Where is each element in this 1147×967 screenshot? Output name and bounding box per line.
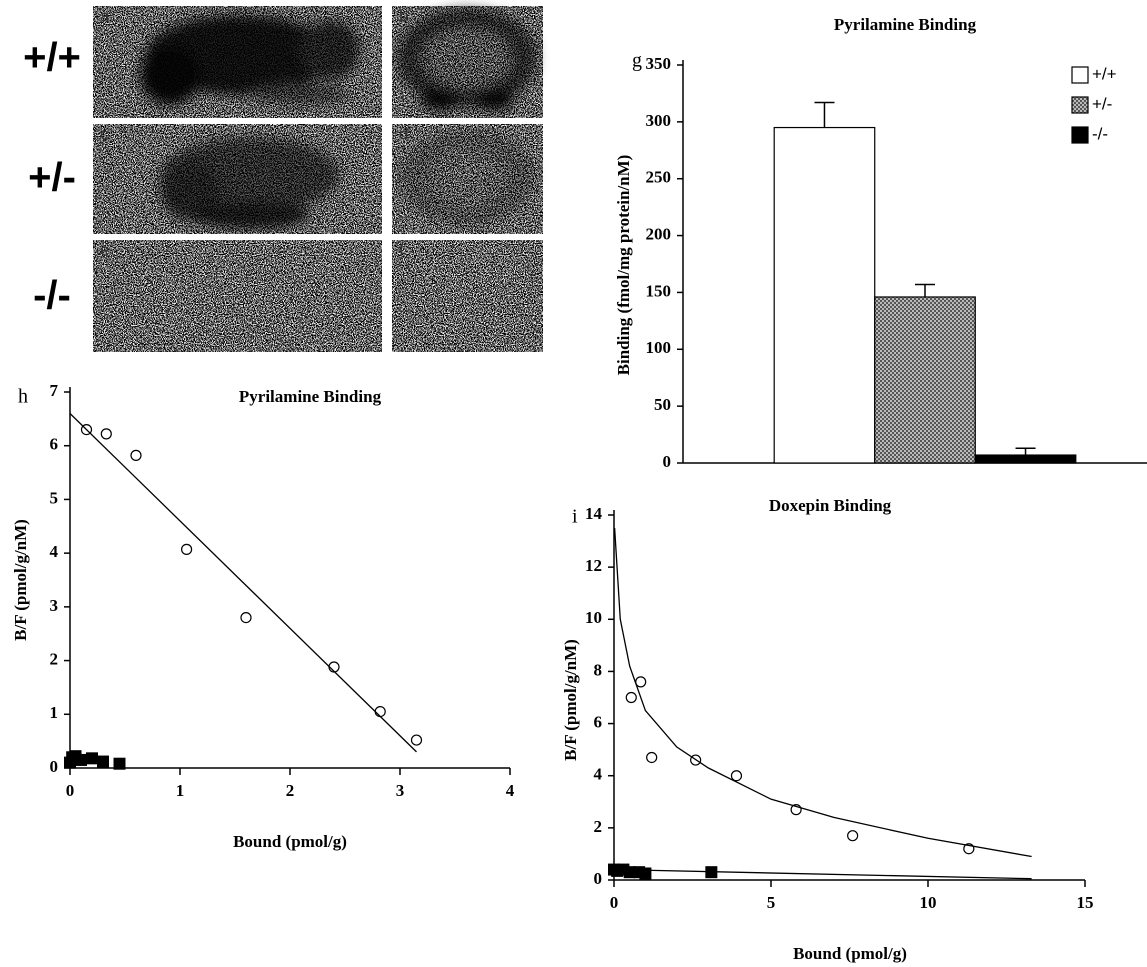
point [625,691,637,704]
y-axis-label: B/F (pmol/g/nM) [11,519,30,641]
panel-label: d [399,124,408,143]
point [847,830,859,842]
x-tick-label: 15 [1077,893,1094,912]
point [97,755,109,768]
x-tick-label: 0 [66,781,75,800]
point [75,753,87,766]
y-axis-label: B/F (pmol/g/nM) [561,639,580,761]
y-tick-label: 3 [50,596,59,615]
y-tick-label: 14 [585,504,603,523]
y-tick-label: 300 [646,111,672,130]
y-axis-label: Binding (fmol/mg protein/nM) [614,155,633,376]
point [181,543,193,555]
legend-label: +/- [1092,94,1112,113]
x-axis-label: Bound (pmol/g) [233,832,347,851]
point [623,866,636,879]
y-tick-label: 2 [594,817,603,836]
legend-swatch [1071,126,1089,144]
fit-line [69,413,417,753]
y-tick-label: 2 [50,649,59,668]
y-tick-label: 250 [646,168,672,187]
x-tick-label: 1 [176,781,185,800]
legend-swatch [1071,96,1089,114]
legend-swatch [1071,66,1089,84]
y-tick-label: 7 [50,381,59,400]
fit-line [613,868,1032,880]
bar [874,296,976,464]
y-tick-label: 0 [50,757,59,776]
y-tick-label: 6 [50,435,59,454]
genotype-label: +/+ [23,36,81,80]
y-tick-label: 12 [585,556,602,575]
point [113,757,126,770]
panel-label: g [632,50,642,72]
y-tick-label: 6 [594,712,603,731]
point [130,449,142,461]
y-tick-label: 0 [594,869,603,888]
genotype-label: +/- [28,156,76,200]
legend-label: -/- [1092,124,1108,143]
genotype-label: -/- [33,274,71,318]
point [646,751,658,764]
panel-label: a [100,6,110,25]
y-tick-label: 0 [663,452,672,471]
x-tick-label: 3 [396,781,405,800]
x-tick-label: 4 [506,781,515,800]
x-axis-label: Bound (pmol/g) [793,944,907,963]
point [730,770,743,782]
y-tick-label: 150 [646,281,672,300]
point [240,611,252,624]
fit-line [613,527,1032,858]
y-tick-label: 200 [646,224,672,243]
y-tick-label: 4 [594,765,603,784]
x-tick-label: 2 [286,781,295,800]
point [100,428,112,440]
y-tick-label: 50 [654,395,671,414]
panel-label: b [399,6,408,25]
panel-label: h [18,386,28,408]
y-tick-label: 4 [50,542,59,561]
y-tick-label: 5 [50,488,59,507]
y-tick-label: 350 [646,54,672,73]
point [635,676,647,688]
bar [773,126,876,464]
x-tick-label: 10 [920,893,937,912]
point [639,867,652,880]
panel-label: f [399,240,404,259]
bar [974,454,1077,464]
y-tick-label: 8 [594,660,603,679]
panel-label: c [100,124,109,143]
chart-title: Doxepin Binding [769,496,892,515]
autoradiographs [93,6,543,352]
point [86,752,98,765]
point [410,734,423,746]
y-tick-label: 100 [646,338,672,357]
chart-title: Pyrilamine Binding [834,15,977,34]
panel-label: i [572,506,578,528]
point [374,705,386,718]
x-tick-label: 5 [767,893,776,912]
y-tick-label: 10 [585,608,602,627]
y-tick-label: 1 [50,703,59,722]
legend-label: +/+ [1092,64,1117,83]
chart-title: Pyrilamine Binding [239,387,382,406]
x-tick-label: 0 [610,893,619,912]
panel-label: e [100,240,109,259]
